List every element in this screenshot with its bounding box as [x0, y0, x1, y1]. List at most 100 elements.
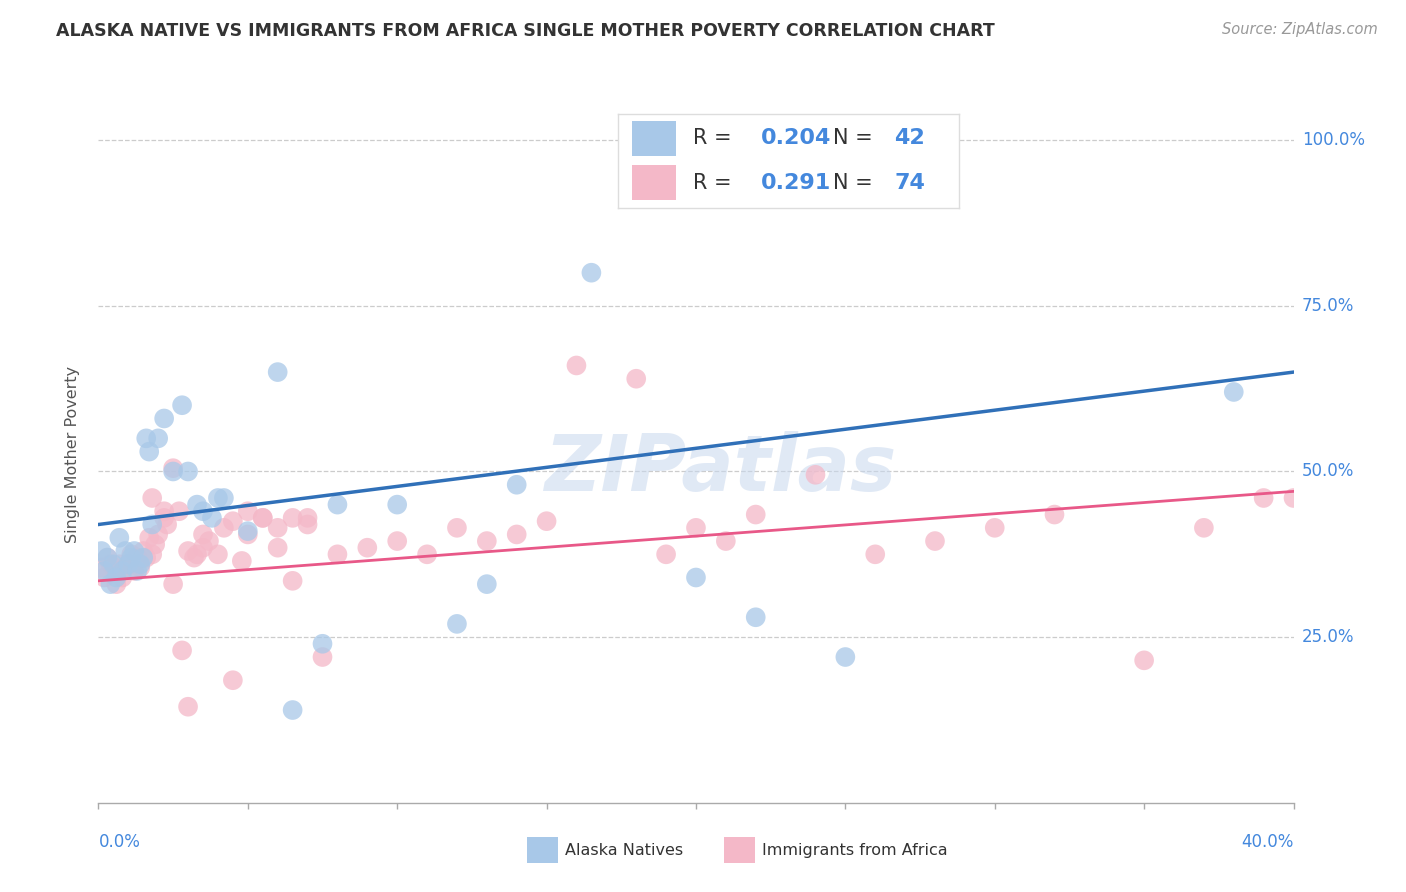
Text: 100.0%: 100.0% [1302, 131, 1365, 149]
Point [183, 550, 205, 565]
Point [117, 558, 139, 572]
Point [834, 650, 856, 665]
Point [581, 266, 603, 280]
Point [127, 550, 149, 565]
Text: 50.0%: 50.0% [1302, 462, 1354, 481]
Point [177, 699, 200, 714]
Text: 25.0%: 25.0% [1302, 628, 1354, 646]
Point [162, 577, 184, 591]
Point [1043, 508, 1066, 522]
Point [983, 521, 1005, 535]
Point [252, 511, 274, 525]
Point [141, 547, 163, 561]
Point [111, 564, 134, 578]
Point [124, 544, 146, 558]
Text: 75.0%: 75.0% [1302, 297, 1354, 315]
Point [281, 511, 304, 525]
Point [111, 570, 134, 584]
Point [655, 547, 678, 561]
Point [105, 570, 128, 584]
Point [108, 531, 131, 545]
Point [105, 577, 128, 591]
Point [129, 560, 152, 574]
Point [212, 491, 235, 505]
Point [162, 465, 184, 479]
Point [108, 558, 131, 572]
Point [191, 527, 214, 541]
Point [924, 534, 946, 549]
Text: Immigrants from Africa: Immigrants from Africa [762, 843, 948, 857]
Point [117, 558, 139, 572]
Point [685, 521, 707, 535]
Point [156, 517, 179, 532]
Point [120, 550, 142, 565]
Point [385, 534, 409, 549]
Point [281, 574, 304, 588]
Point [222, 514, 245, 528]
Y-axis label: Single Mother Poverty: Single Mother Poverty [65, 367, 80, 543]
Text: ZIPatlas: ZIPatlas [544, 431, 896, 507]
Point [222, 673, 245, 688]
Point [138, 531, 160, 545]
Point [167, 504, 190, 518]
Point [132, 544, 155, 558]
Point [90, 560, 112, 574]
Point [252, 511, 274, 525]
Point [124, 564, 146, 578]
Point [536, 514, 558, 528]
Point [98, 558, 122, 572]
Point [143, 537, 166, 551]
Point [506, 477, 529, 491]
Point [326, 498, 349, 512]
Point [114, 544, 136, 558]
Point [141, 491, 163, 505]
Point [267, 541, 290, 555]
Point [177, 465, 200, 479]
Point [714, 534, 737, 549]
Point [745, 610, 768, 624]
Point [297, 517, 319, 532]
Point [1223, 384, 1246, 399]
Point [127, 564, 149, 578]
Point [129, 558, 152, 572]
Point [416, 547, 439, 561]
Point [172, 643, 194, 657]
Point [865, 547, 887, 561]
Point [191, 541, 214, 555]
Point [624, 372, 647, 386]
Point [446, 616, 468, 631]
Point [90, 544, 112, 558]
Point [475, 577, 498, 591]
Point [267, 521, 290, 535]
Point [172, 398, 194, 412]
Point [141, 517, 163, 532]
Point [96, 550, 118, 565]
Point [98, 577, 122, 591]
Point [326, 547, 349, 561]
Point [446, 521, 468, 535]
Point [120, 547, 142, 561]
Point [201, 511, 224, 525]
Point [1133, 653, 1156, 667]
Point [138, 444, 160, 458]
Point [93, 570, 115, 584]
Point [198, 534, 221, 549]
Point [148, 527, 170, 541]
Point [153, 411, 176, 425]
Point [135, 431, 157, 445]
Point [153, 504, 176, 518]
Point [186, 547, 208, 561]
Point [745, 508, 768, 522]
Point [565, 359, 588, 373]
Point [103, 558, 125, 572]
Point [1282, 491, 1305, 505]
Point [236, 527, 259, 541]
Point [114, 560, 136, 574]
Text: Alaska Natives: Alaska Natives [565, 843, 683, 857]
Point [297, 511, 319, 525]
Point [475, 534, 498, 549]
Point [267, 365, 290, 379]
Text: 40.0%: 40.0% [1241, 833, 1294, 851]
Point [804, 467, 827, 482]
Point [93, 564, 115, 578]
